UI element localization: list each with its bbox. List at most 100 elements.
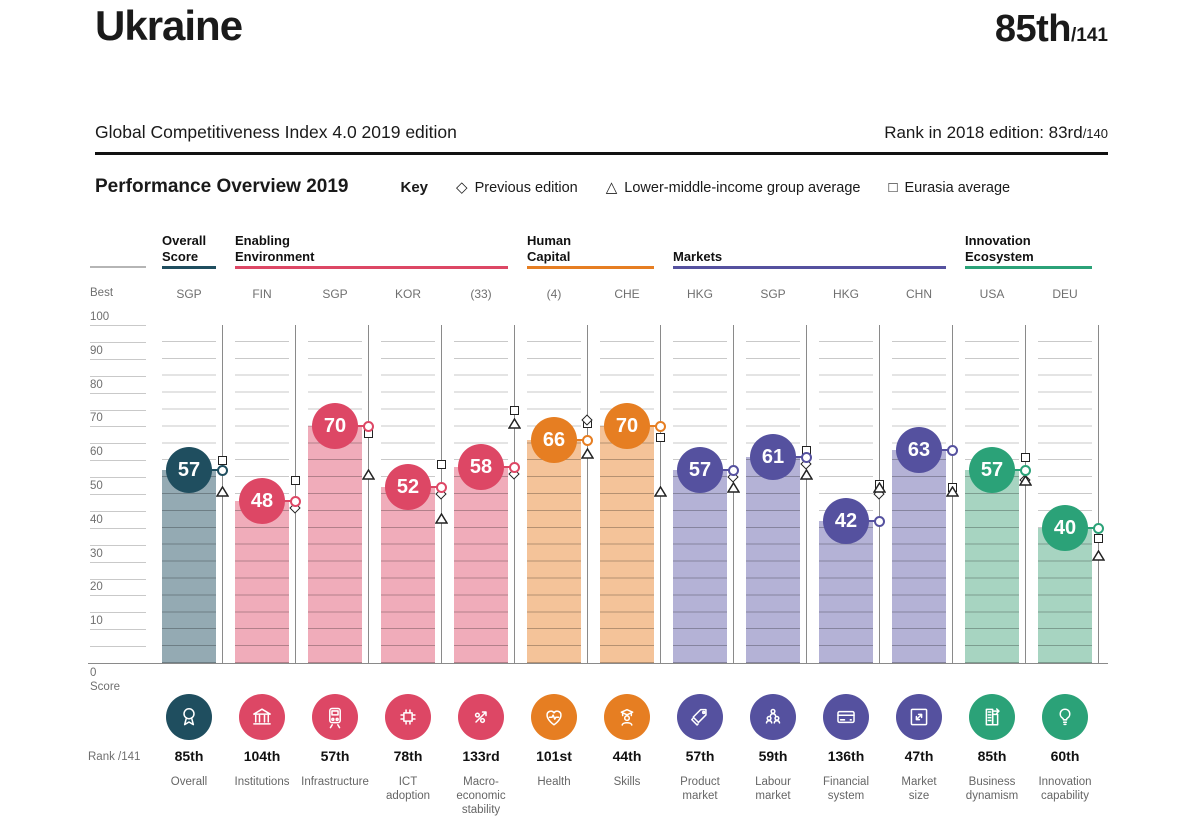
pillar-name-9: Financial system [822, 776, 870, 802]
eurasia-average-marker [1093, 533, 1103, 543]
chart-key: Key ◇ Previous edition △ Lower-middle-in… [401, 178, 1011, 196]
pillar-score-10: 63 [896, 427, 942, 473]
pillar-bar-3 [381, 487, 435, 663]
best-country-12: DEU [1052, 287, 1078, 301]
income-group-average-marker [726, 481, 740, 493]
best-country-1: FIN [252, 287, 272, 301]
score-marker [581, 434, 593, 446]
building-arrow-icon [985, 708, 1000, 726]
section-title: Performance Overview 2019 [95, 176, 349, 197]
y-axis-zero-label: 0 [90, 667, 97, 679]
bank-icon [253, 708, 271, 725]
subtitle-row: Global Competitiveness Index 4.0 2019 ed… [95, 122, 1108, 143]
pillar-score-11: 57 [969, 447, 1015, 493]
group-label-0: Overall Score [162, 233, 207, 264]
rank-value: 85th [994, 8, 1072, 50]
y-axis-tick [90, 579, 146, 580]
y-axis-tick [90, 595, 146, 596]
best-country-10: CHN [906, 287, 932, 301]
pillar-rank-5: 101st [536, 748, 572, 764]
pillar-icon-circle [531, 694, 577, 740]
score-marker [435, 481, 447, 493]
pillar-score-9: 42 [823, 498, 869, 544]
pillar-name-11: Business dynamism [965, 776, 1019, 802]
pillar-score-8: 61 [750, 434, 796, 480]
group-label-4: Innovation Ecosystem [965, 233, 1034, 264]
pillar-rank-11: 85th [977, 748, 1007, 764]
pillar-rank-9: 136th [827, 748, 865, 764]
key-label: Key [400, 179, 429, 196]
y-axis-tick [90, 545, 146, 546]
pillar-icon-circle [1042, 694, 1088, 740]
pillar-bar-11 [965, 470, 1019, 663]
y-axis-tick [90, 612, 146, 613]
y-axis-tick-label: 10 [90, 615, 103, 627]
y-axis-tick [90, 359, 146, 360]
pillar-score-6: 70 [604, 403, 650, 449]
income-group-average-marker [1091, 549, 1105, 561]
y-axis-tick [90, 629, 146, 630]
income-group-average-marker [799, 468, 813, 480]
pillar-name-3: ICT adoption [385, 776, 431, 802]
y-axis-tick [90, 528, 146, 529]
overview-header: Performance Overview 2019 Key ◇ Previous… [95, 176, 1010, 198]
eurasia-average-marker [1020, 452, 1030, 462]
score-marker [946, 444, 958, 456]
key-item-previous-edition: ◇ Previous edition [456, 178, 578, 196]
pillar-name-8: Labour market [755, 776, 791, 802]
score-marker [289, 495, 301, 507]
page-title: Ukraine [95, 2, 243, 49]
pillar-rank-2: 57th [320, 748, 350, 764]
pillar-icon-circle [969, 694, 1015, 740]
key-item-eurasia-average: □ Eurasia average [888, 179, 1010, 196]
pillar-name-7: Product market [680, 776, 720, 802]
y-axis-tick-label: 80 [90, 379, 103, 391]
pillar-bar-8 [746, 457, 800, 663]
y-axis-tick [90, 325, 146, 326]
marker-axis-line [1098, 325, 1099, 663]
train-icon [329, 707, 341, 729]
medal-icon [183, 708, 195, 726]
pillar-bar-7 [673, 470, 727, 663]
eurasia-average-marker [436, 459, 446, 469]
pillar-bar-4 [454, 467, 508, 663]
people-icon [765, 708, 781, 724]
score-marker [508, 461, 520, 473]
divider [95, 152, 1108, 155]
group-underline-3 [673, 266, 946, 269]
pillar-bar-10 [892, 450, 946, 663]
pillar-rank-8: 59th [758, 748, 788, 764]
best-country-11: USA [979, 287, 1005, 301]
y-axis-tick-label: 40 [90, 514, 103, 526]
pillar-score-2: 70 [312, 403, 358, 449]
best-row-label: Best [90, 287, 114, 299]
pillar-score-12: 40 [1042, 505, 1088, 551]
previous-rank-text: Rank in 2018 edition: 83rd [884, 123, 1083, 142]
pillar-score-0: 57 [166, 447, 212, 493]
credit-card-icon [837, 710, 855, 724]
pillar-icon-circle [458, 694, 504, 740]
y-axis-tick-label: 90 [90, 345, 103, 357]
pillar-rank-1: 104th [243, 748, 281, 764]
pillar-rank-3: 78th [393, 748, 423, 764]
score-marker [1092, 522, 1104, 534]
pillar-bar-5 [527, 440, 581, 663]
best-country-2: SGP [322, 287, 348, 301]
eurasia-average-marker [655, 432, 665, 442]
pillar-name-6: Skills [613, 776, 641, 788]
pillar-score-1: 48 [239, 478, 285, 524]
pillar-bar-1 [235, 501, 289, 663]
marker-axis-line [806, 325, 807, 663]
pillar-bar-0 [162, 470, 216, 663]
heart-pulse-icon [546, 710, 562, 726]
pillar-name-5: Health [537, 776, 571, 788]
y-axis-tick [90, 562, 146, 563]
income-group-average-marker [653, 485, 667, 497]
best-country-9: HKG [832, 287, 859, 301]
eurasia-average-marker [217, 455, 227, 465]
group-underline-1 [235, 266, 508, 269]
lightbulb-icon [1059, 708, 1071, 726]
pillar-icon-circle [604, 694, 650, 740]
